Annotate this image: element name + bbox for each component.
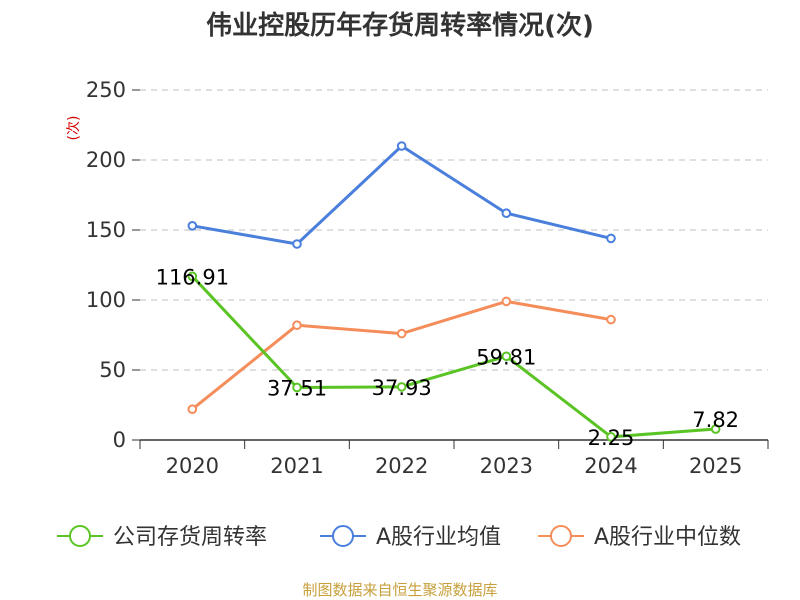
series-point-1 xyxy=(501,208,512,218)
data-label: 59.81 xyxy=(476,345,536,369)
series-lines xyxy=(187,141,721,442)
legend-label-1: A股行业均值 xyxy=(376,525,501,550)
series-point-2 xyxy=(396,328,407,339)
data-label: 37.51 xyxy=(267,376,327,400)
series-point-0 xyxy=(710,424,721,434)
series-point-2 xyxy=(501,296,512,307)
x-tick-label-2021: 2021 xyxy=(270,454,323,478)
legend: 公司存货周转率 A股行业均值 A股行业中位数 xyxy=(57,525,741,550)
y-tick-label-100: 100 xyxy=(86,288,126,312)
series-line-1 xyxy=(192,144,612,246)
y-tick-label-200: 200 xyxy=(86,148,126,172)
data-label: 37.93 xyxy=(372,376,432,400)
x-tick-label-2020: 2020 xyxy=(166,454,219,478)
data-label: 116.91 xyxy=(156,265,229,289)
series-point-2 xyxy=(606,314,616,325)
x-axis-ticks: 2020 2021 2022 2023 2024 2025 xyxy=(166,454,743,478)
y-tick-label-250: 250 xyxy=(86,78,126,102)
x-tick-label-2025: 2025 xyxy=(689,454,742,478)
data-label: 2.25 xyxy=(588,426,635,450)
y-tick-label-0: 0 xyxy=(113,428,126,452)
legend-marker-2 xyxy=(550,525,572,547)
legend-label-2: A股行业中位数 xyxy=(594,525,741,550)
series-point-0 xyxy=(396,382,407,392)
source-note: 制图数据来自恒生聚源数据库 xyxy=(302,581,497,599)
x-tick-label-2023: 2023 xyxy=(480,454,533,478)
chart-title: 伟业控股历年存货周转率情况(次) xyxy=(206,10,594,41)
series-point-1 xyxy=(396,141,407,151)
gridlines xyxy=(140,89,768,371)
x-axis xyxy=(139,439,769,449)
x-tick-label-2022: 2022 xyxy=(375,454,428,478)
series-point-2 xyxy=(292,320,302,331)
series-point-1 xyxy=(292,239,302,249)
data-labels: 116.91 37.51 37.93 59.81 2.25 7.82 xyxy=(156,265,739,450)
y-axis-ticks: 0 50 100 150 200 250 xyxy=(86,78,140,452)
y-tick-label-50: 50 xyxy=(99,358,126,382)
series-point-0 xyxy=(501,351,512,362)
y-tick-label-150: 150 xyxy=(86,218,126,242)
series-point-0 xyxy=(606,432,616,442)
series-point-2 xyxy=(187,404,198,415)
x-tick-label-2024: 2024 xyxy=(584,454,637,478)
legend-marker-1 xyxy=(332,525,354,547)
series-line-0 xyxy=(191,275,716,439)
y-axis-label: (次) xyxy=(66,116,82,141)
series-point-1 xyxy=(187,221,198,231)
legend-label-0: 公司存货周转率 xyxy=(113,525,267,550)
series-point-1 xyxy=(606,233,616,244)
series-point-0 xyxy=(187,271,198,282)
series-point-0 xyxy=(292,382,302,393)
legend-marker-0 xyxy=(69,525,91,547)
data-label: 7.82 xyxy=(692,408,739,432)
